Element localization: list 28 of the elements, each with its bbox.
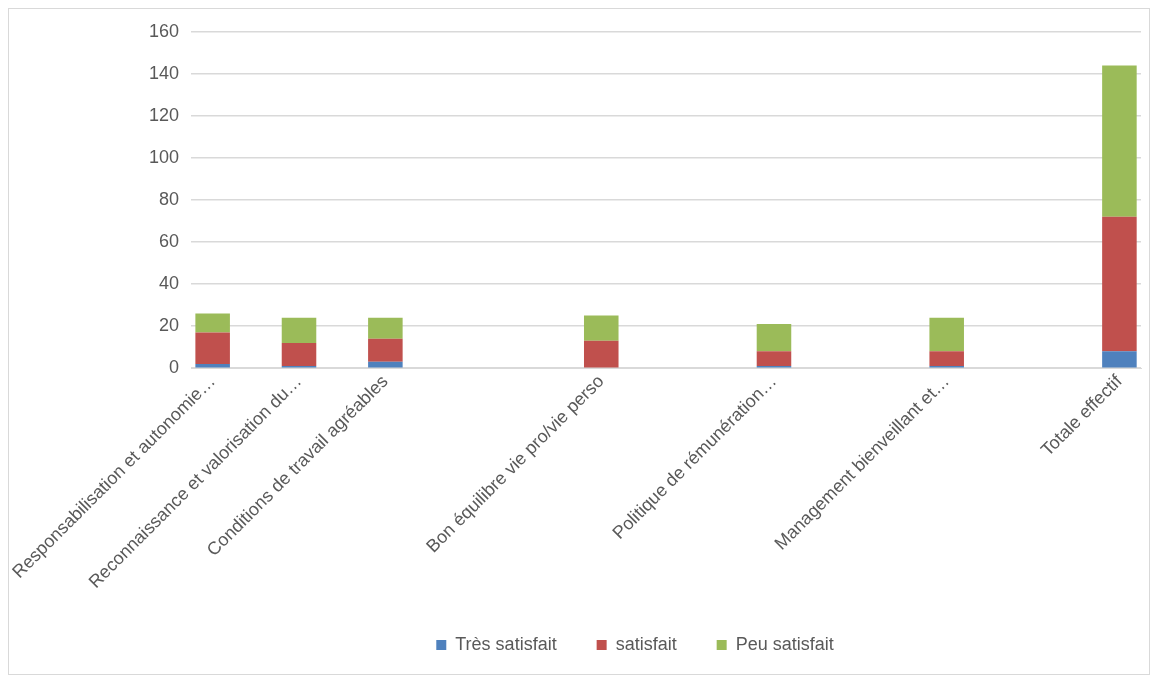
y-tick-label: 160 [149,20,180,41]
bar [929,317,964,352]
bar [1102,65,1137,217]
bar [583,340,619,368]
y-tick-label: 120 [149,104,180,125]
y-tick-label: 0 [169,357,180,378]
y-tick-label: 20 [159,315,180,336]
legend-label: satisfait [615,633,677,654]
bar [929,351,964,367]
legend-label: Peu satisfait [735,633,834,654]
bar [756,351,792,367]
bar [195,313,230,333]
bar [195,332,230,364]
bar [368,361,403,368]
bar [368,317,403,339]
bar [1102,351,1137,368]
y-tick-label: 100 [149,146,180,167]
bar [583,315,619,341]
y-tick-label: 140 [149,62,180,83]
y-tick-label: 40 [159,273,180,294]
legend-label: Très satisfait [455,633,557,654]
bar [368,338,403,362]
bar [281,342,317,367]
y-tick-label: 80 [159,188,180,209]
bar [1102,216,1137,352]
bar [756,323,792,352]
bar [281,317,317,343]
y-tick-label: 60 [159,230,180,251]
